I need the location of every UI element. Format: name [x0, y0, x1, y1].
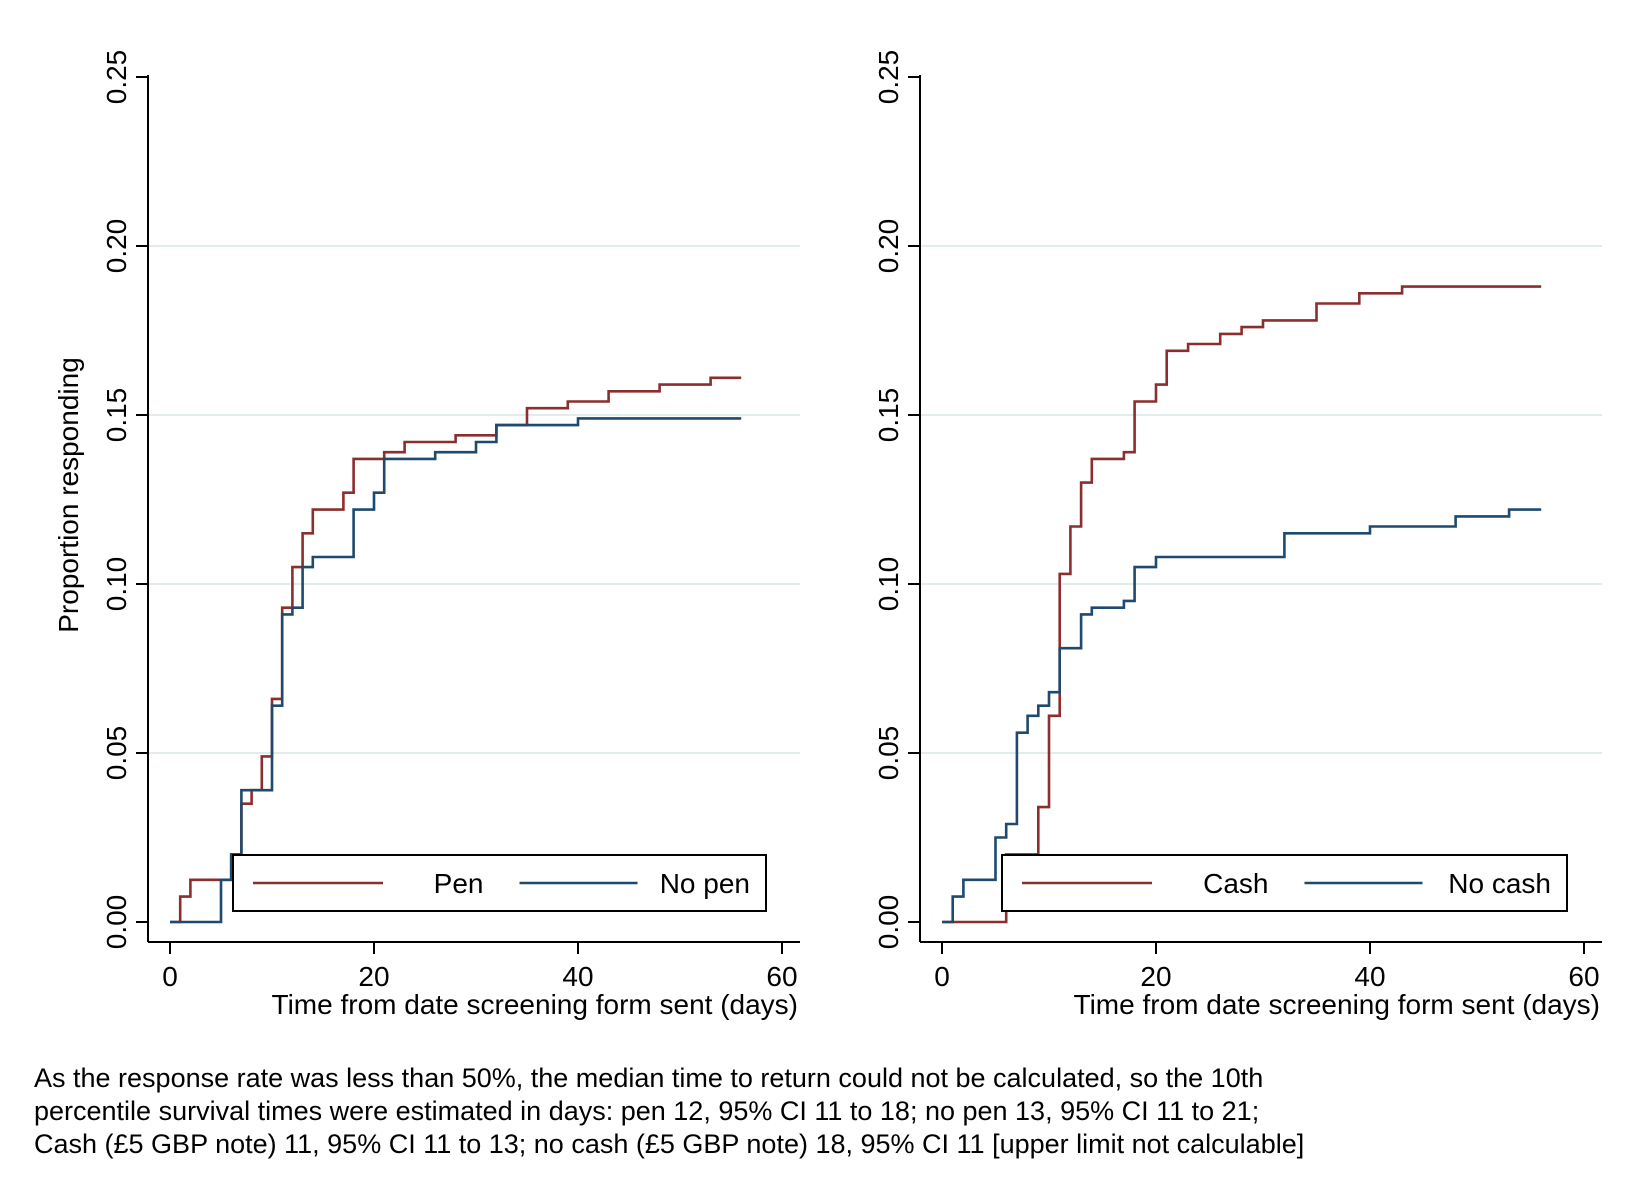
chart-2-x-tick-label: 40: [1354, 961, 1385, 992]
chart-1-legend-label-2: No pen: [660, 868, 750, 899]
chart-1-legend: Pen No pen: [232, 854, 767, 912]
chart-1-y-tick-label: 0.10: [101, 557, 132, 612]
chart-1-legend-label-1: Pen: [434, 868, 484, 899]
chart-2-x-tick-label: 60: [1568, 961, 1599, 992]
chart-1-y-tick-label: 0.05: [101, 726, 132, 781]
chart-1-y-tick-label: 0.00: [101, 895, 132, 950]
footnote-line-2: percentile survival times were estimated…: [34, 1096, 1260, 1126]
chart-1-y-axis-label: Proportion responding: [53, 357, 84, 633]
chart-2-series-1-line: [942, 285, 1542, 924]
footnote: As the response rate was less than 50%, …: [34, 1062, 1624, 1161]
chart-2-y-tick-label: 0.25: [873, 50, 904, 105]
chart-2-x-tick-label: 20: [1140, 961, 1171, 992]
chart-2-x-axis-label: Time from date screening form sent (days…: [1074, 989, 1600, 1020]
chart-1-series-2-line: [170, 417, 742, 924]
chart-2-y-tick-label: 0.20: [873, 219, 904, 274]
chart-1-y-tick-label: 0.20: [101, 219, 132, 274]
chart-2-x-tick-label: 0: [934, 961, 950, 992]
chart-1-x-tick-label: 60: [766, 961, 797, 992]
chart-1-y-tick-label: 0.25: [101, 50, 132, 105]
chart-2-legend-label-2: No cash: [1448, 868, 1551, 899]
chart-2-series-2-line: [942, 508, 1542, 924]
chart-1-y-tick-label: 0.15: [101, 388, 132, 443]
footnote-line-1: As the response rate was less than 50%, …: [34, 1063, 1264, 1093]
chart-1-series-1-line: [170, 376, 742, 924]
chart-1-x-tick-label: 40: [562, 961, 593, 992]
chart-2-legend: Cash No cash: [1001, 854, 1568, 912]
chart-2-y-tick-label: 0.10: [873, 557, 904, 612]
chart-2-y-tick-label: 0.05: [873, 726, 904, 781]
chart-1-x-tick-label: 20: [358, 961, 389, 992]
chart-2-legend-label-1: Cash: [1203, 868, 1268, 899]
chart-2-y-tick-label: 0.00: [873, 895, 904, 950]
chart-1-x-tick-label: 0: [162, 961, 178, 992]
chart-1-x-axis-label: Time from date screening form sent (days…: [272, 989, 798, 1020]
footnote-line-3: Cash (£5 GBP note) 11, 95% CI 11 to 13; …: [34, 1129, 1305, 1159]
chart-2-y-tick-label: 0.15: [873, 388, 904, 443]
